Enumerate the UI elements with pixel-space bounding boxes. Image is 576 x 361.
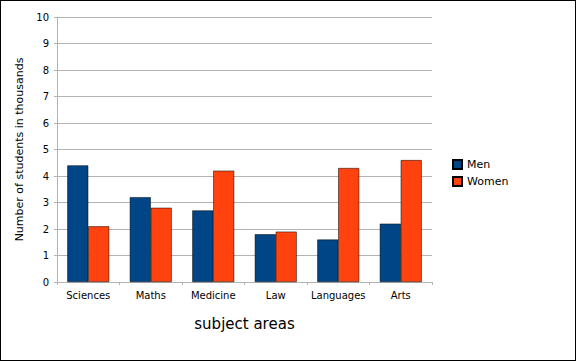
- svg-text:6: 6: [43, 118, 49, 129]
- svg-text:7: 7: [43, 91, 49, 102]
- svg-text:subject areas: subject areas: [194, 315, 295, 333]
- svg-text:Maths: Maths: [136, 290, 166, 301]
- svg-text:Arts: Arts: [391, 290, 411, 301]
- svg-text:8: 8: [43, 65, 49, 76]
- svg-text:0: 0: [43, 277, 49, 288]
- svg-text:9: 9: [43, 38, 49, 49]
- svg-text:5: 5: [43, 144, 49, 155]
- svg-text:Medicine: Medicine: [191, 290, 236, 301]
- svg-text:1: 1: [43, 250, 49, 261]
- svg-text:Women: Women: [467, 175, 508, 188]
- svg-text:Men: Men: [467, 158, 490, 171]
- svg-text:Law: Law: [266, 290, 286, 301]
- svg-text:Sciences: Sciences: [66, 290, 110, 301]
- svg-text:3: 3: [43, 197, 49, 208]
- svg-text:Languages: Languages: [311, 290, 366, 301]
- svg-text:Number of students in thousand: Number of students in thousands: [13, 57, 26, 241]
- svg-text:10: 10: [36, 12, 49, 23]
- svg-text:4: 4: [43, 171, 49, 182]
- svg-text:2: 2: [43, 224, 49, 235]
